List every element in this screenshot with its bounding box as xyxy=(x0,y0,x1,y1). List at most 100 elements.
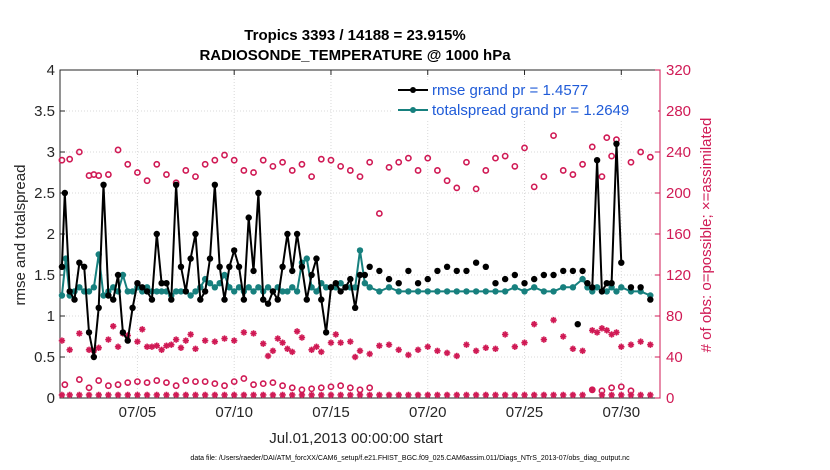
obs-assimilated-low-point-stroke xyxy=(144,392,150,398)
rmse-point xyxy=(80,263,88,270)
obs-possible-point xyxy=(288,167,296,174)
obs-assimilated-point xyxy=(163,342,170,349)
rmse-point xyxy=(351,304,359,311)
obs-possible-low-point xyxy=(327,383,335,391)
obs-assimilated-low-point xyxy=(521,391,528,399)
obs-assimilated-low-point-stroke xyxy=(637,392,644,398)
obs-assimilated-point xyxy=(414,346,422,354)
obs-assimilated-point xyxy=(472,347,480,355)
obs-possible-point xyxy=(603,134,611,142)
totalspread-point xyxy=(85,288,93,295)
totalspread-point xyxy=(376,288,383,295)
x-tick-label: 07/20 xyxy=(409,404,447,421)
obs-assimilated-point-stroke xyxy=(357,348,363,354)
obs-assimilated-low-point xyxy=(424,391,431,399)
y-right-tick-label: 200 xyxy=(666,185,691,202)
obs-assimilated-point-stroke xyxy=(144,343,150,350)
obs-assimilated-point-stroke xyxy=(492,345,499,352)
y-left-tick-label: 2.5 xyxy=(34,185,55,202)
rmse-isolated-point xyxy=(472,259,480,266)
obs-assimilated-low-point xyxy=(153,391,160,399)
obs-assimilated-low-point xyxy=(85,391,93,399)
obs-assimilated-point xyxy=(613,329,620,336)
totalspread-point xyxy=(395,288,402,295)
obs-possible-point xyxy=(124,160,132,168)
obs-assimilated-point-stroke xyxy=(570,345,576,352)
legend: rmse grand pr = 1.4577 totalspread grand… xyxy=(393,80,658,120)
y-left-tick-label: 1 xyxy=(47,308,55,325)
obs-assimilated-point xyxy=(579,347,586,355)
rmse-point xyxy=(216,263,223,270)
rmse-point xyxy=(303,296,310,303)
obs-assimilated-point xyxy=(443,349,451,357)
obs-assimilated-point xyxy=(187,331,194,338)
obs-assimilated-low-point-stroke xyxy=(424,392,431,398)
obs-possible-point xyxy=(598,173,606,180)
obs-possible-point xyxy=(559,167,567,174)
obs-assimilated-low-point xyxy=(356,391,364,399)
obs-assimilated-low-point xyxy=(550,391,557,399)
totalspread-point xyxy=(560,284,567,291)
totalspread-point xyxy=(289,284,296,291)
obs-assimilated-point xyxy=(463,341,470,348)
obs-assimilated-low-point xyxy=(443,391,451,399)
obs-possible-point xyxy=(637,148,645,156)
rmse-point xyxy=(313,255,320,262)
obs-possible-point xyxy=(453,184,461,192)
rmse-point xyxy=(197,296,204,303)
obs-assimilated-point-stroke xyxy=(260,340,267,347)
obs-assimilated-low-point xyxy=(637,391,644,399)
obs-possible-point xyxy=(395,158,403,166)
obs-possible-point xyxy=(66,155,74,163)
obs-possible-point xyxy=(134,169,141,176)
obs-assimilated-low-point-stroke xyxy=(86,392,92,398)
obs-assimilated-point-stroke xyxy=(376,342,383,349)
obs-assimilated-low-point-stroke xyxy=(560,392,567,398)
rmse-isolated-point xyxy=(521,280,528,287)
obs-assimilated-point-stroke xyxy=(483,344,489,351)
obs-assimilated-low-point xyxy=(182,391,190,399)
rmse-point xyxy=(61,189,69,197)
obs-assimilated-low-point-stroke xyxy=(453,392,460,398)
totalspread-point xyxy=(58,292,66,299)
obs-possible-point xyxy=(569,171,577,178)
totalspread-point xyxy=(230,288,238,295)
rmse-segment2-line xyxy=(591,143,623,295)
totalspread-point xyxy=(492,288,499,295)
obs-assimilated-point-stroke xyxy=(183,337,189,344)
obs-possible-point xyxy=(579,160,586,168)
rmse-isolated-point xyxy=(482,263,490,270)
obs-possible-low-point xyxy=(192,378,199,385)
y-right-tick-label: 80 xyxy=(666,308,683,325)
rmse-point xyxy=(71,296,78,303)
obs-assimilated-point-stroke xyxy=(168,341,175,348)
obs-assimilated-low-point xyxy=(434,391,441,399)
obs-possible-low-point xyxy=(85,384,93,392)
obs-assimilated-low-point xyxy=(540,391,548,399)
obs-assimilated-low-point-stroke xyxy=(395,392,402,398)
obs-assimilated-point-stroke xyxy=(347,338,354,345)
obs-assimilated-low-point xyxy=(279,391,286,399)
y-left-tick-label: 3 xyxy=(47,144,55,161)
obs-assimilated-low-point xyxy=(327,391,335,399)
obs-possible-point xyxy=(443,177,451,185)
obs-possible-point xyxy=(404,154,412,162)
totalspread-point xyxy=(603,288,610,295)
rmse-point xyxy=(235,263,243,270)
obs-assimilated-low-point xyxy=(201,391,209,399)
rmse-point xyxy=(100,181,107,188)
rmse-point xyxy=(347,275,354,283)
obs-possible-low-point xyxy=(104,382,112,390)
obs-assimilated-point xyxy=(269,347,277,355)
obs-possible-low-point xyxy=(356,386,364,394)
obs-assimilated-low-point xyxy=(482,391,490,399)
obs-assimilated-point xyxy=(501,331,509,338)
obs-assimilated-point-stroke xyxy=(212,338,218,345)
obs-possible-low-point xyxy=(366,384,374,392)
obs-assimilated-point xyxy=(110,323,117,330)
rmse-point xyxy=(332,280,340,287)
obs-assimilated-low-point xyxy=(589,386,596,393)
obs-possible-low-point xyxy=(143,379,151,387)
obs-possible-point xyxy=(511,162,519,170)
